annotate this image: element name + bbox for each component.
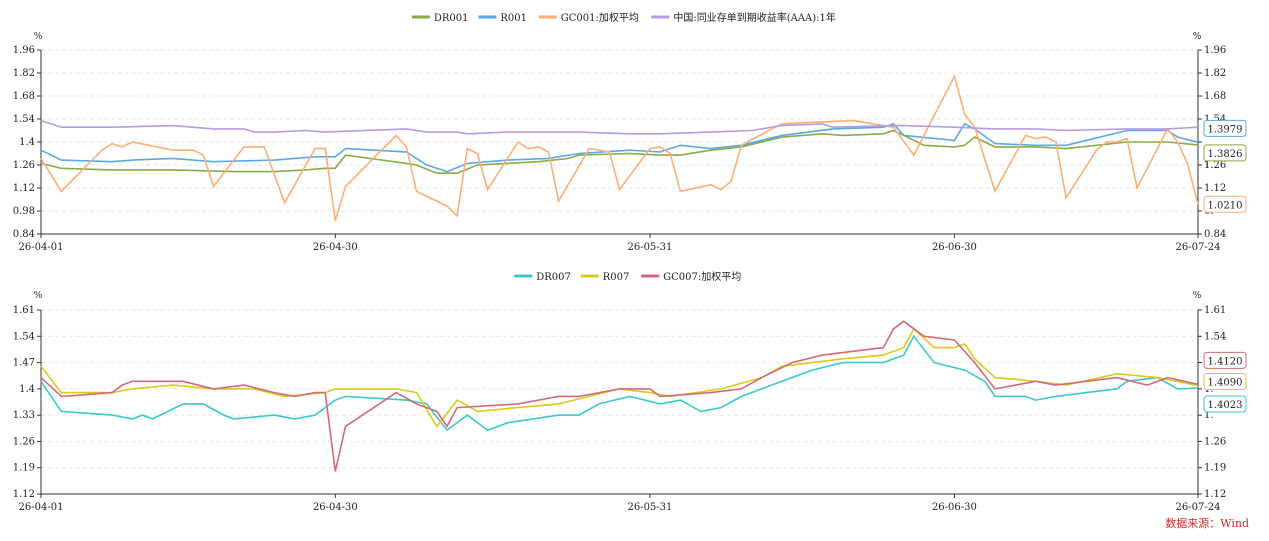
chart1-left-tick-label: 0.84 bbox=[13, 229, 35, 240]
chart2-right-tick-label: 1.12 bbox=[1204, 489, 1226, 500]
chart1-x-tick-label: 26-05-31 bbox=[627, 242, 672, 253]
chart1-series-line-r001 bbox=[40, 122, 1199, 173]
chart2-left-tick-label: 1.54 bbox=[13, 331, 35, 342]
chart1-right-tick-label: 1.26 bbox=[1204, 160, 1226, 171]
chart2-x-tick-label: 26-07-24 bbox=[1176, 502, 1221, 513]
chart1-end-value-label: 1.0210 bbox=[1208, 200, 1243, 211]
chart1-x-tick-label: 26-04-01 bbox=[19, 242, 64, 253]
chart1-right-unit: % bbox=[1193, 32, 1202, 42]
chart1-x-tick-label: 26-07-24 bbox=[1176, 242, 1221, 253]
chart2-left-tick-label: 1.61 bbox=[13, 305, 35, 316]
chart1-right-tick-label: 1.54 bbox=[1204, 114, 1226, 125]
data-source-label: 数据来源：Wind bbox=[1165, 517, 1249, 530]
chart1-legend-label: DR001 bbox=[434, 13, 469, 24]
chart1-right-tick-label: 0.84 bbox=[1204, 229, 1226, 240]
chart2-right-tick-label: 1.19 bbox=[1204, 463, 1226, 474]
chart2-end-value-label: 1.4090 bbox=[1208, 377, 1243, 388]
chart1-series-line-aaa bbox=[40, 119, 1199, 135]
chart1-left-tick-label: 1.96 bbox=[13, 45, 35, 56]
chart2-end-value-box bbox=[1203, 372, 1247, 390]
chart2-legend-label: GC007:加权平均 bbox=[663, 270, 741, 283]
chart1-series-line-gc001 bbox=[40, 74, 1199, 222]
chart2-left-tick-label: 1.4 bbox=[19, 384, 35, 395]
chart2-left-tick-label: 1.33 bbox=[13, 410, 35, 421]
chart2-series-line-r007 bbox=[40, 327, 1199, 428]
chart1-end-value-box bbox=[1203, 119, 1247, 137]
chart2-x-tick-label: 26-04-30 bbox=[313, 502, 358, 513]
chart2-left-tick-label: 1.26 bbox=[13, 436, 35, 447]
chart1-left-tick-label: 1.82 bbox=[13, 68, 35, 79]
chart2-right-tick-label: 1.54 bbox=[1204, 331, 1226, 342]
chart1-end-value-box bbox=[1203, 144, 1247, 162]
chart1-right-tick-label: 1.68 bbox=[1204, 91, 1226, 102]
chart1-legend-label: R001 bbox=[500, 13, 527, 24]
chart1-end-value-label: 1.3979 bbox=[1208, 124, 1243, 135]
chart2-series-line-dr007 bbox=[40, 334, 1199, 432]
chart2-left-unit: % bbox=[34, 291, 43, 301]
chart1-right-tick-label: 1.12 bbox=[1204, 183, 1226, 194]
chart1-legend-label: 中国:同业存单到期收益率(AAA):1年 bbox=[673, 11, 836, 24]
chart1-end-value-label: 1.3826 bbox=[1208, 149, 1243, 160]
chart1-right-tick-label: 1. bbox=[1204, 160, 1214, 171]
chart2-legend-label: R007 bbox=[603, 272, 630, 283]
chart2-right-tick-label: 1.26 bbox=[1204, 436, 1226, 447]
chart1-x-tick-label: 26-04-30 bbox=[313, 242, 358, 253]
chart1-left-tick-label: 1.54 bbox=[13, 114, 35, 125]
chart2-left-tick-label: 1.19 bbox=[13, 463, 35, 474]
chart2-legend-label: DR007 bbox=[536, 272, 571, 283]
chart1-left-tick-label: 1.4 bbox=[19, 137, 35, 148]
chart2-end-value-box bbox=[1203, 351, 1247, 369]
chart1-end-value-box bbox=[1203, 195, 1247, 213]
chart1-left-unit: % bbox=[34, 32, 43, 42]
chart2-right-unit: % bbox=[1193, 291, 1202, 301]
chart2-end-value-box bbox=[1203, 395, 1247, 413]
chart2-series-line-gc007 bbox=[40, 320, 1199, 472]
chart2-left-tick-label: 1.47 bbox=[13, 358, 35, 369]
chart2-x-tick-label: 26-06-30 bbox=[932, 502, 977, 513]
chart1-x-tick-label: 26-06-30 bbox=[932, 242, 977, 253]
chart2-end-value-label: 1.4120 bbox=[1208, 356, 1243, 367]
chart1-left-tick-label: 1.12 bbox=[13, 183, 35, 194]
chart2-right-tick-label: 1.61 bbox=[1204, 305, 1226, 316]
chart1-left-tick-label: 0.98 bbox=[13, 206, 35, 217]
chart1-series-line-dr001 bbox=[40, 129, 1199, 174]
chart1-left-tick-label: 1.68 bbox=[13, 91, 35, 102]
chart1-legend-label: GC001:加权平均 bbox=[561, 11, 639, 24]
chart2-right-tick-label: 1. bbox=[1204, 410, 1214, 421]
chart1-right-tick-label: 1.96 bbox=[1204, 45, 1226, 56]
chart1-left-tick-label: 1.26 bbox=[13, 160, 35, 171]
chart2-x-tick-label: 26-05-31 bbox=[627, 502, 672, 513]
chart2-left-tick-label: 1.12 bbox=[13, 489, 35, 500]
chart1-right-tick-label: 1.82 bbox=[1204, 68, 1226, 79]
chart2-end-value-label: 1.4023 bbox=[1208, 400, 1243, 411]
chart2-x-tick-label: 26-04-01 bbox=[19, 502, 64, 513]
